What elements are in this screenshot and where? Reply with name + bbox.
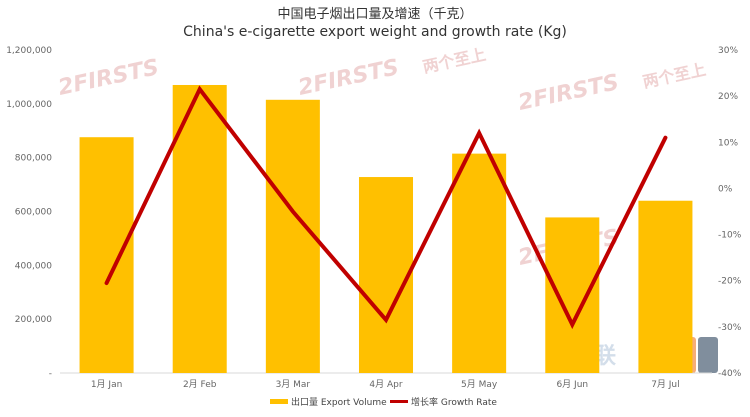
x-axis-tick-label: 5月 May (461, 379, 498, 390)
bar-export-volume (452, 153, 507, 373)
x-axis-tick-label: 7月 Jul (651, 379, 679, 390)
watermark-brand-2: 2FIRSTS (296, 55, 401, 101)
left-axis-tick-label: 600,000 (15, 208, 52, 218)
right-axis-tick-label: -30% (718, 323, 742, 333)
watermark-brand-cn-2: 两个至上 (421, 45, 488, 77)
corner-logo-block-2 (698, 337, 718, 373)
watermark-logo-2: 2FIRSTS 两个至上 (296, 45, 488, 101)
legend-swatch-growth-rate (390, 400, 408, 403)
x-axis-labels: 1月 Jan 2月 Feb 3月 Mar 4月 Apr 5月 May 6月 Jun 7月 J… (91, 379, 680, 390)
right-axis-tick-label: -40% (718, 369, 742, 379)
bar-export-volume (545, 217, 600, 373)
watermark-brand-3: 2FIRSTS (516, 70, 621, 116)
x-axis-tick-label: 1月 Jan (91, 379, 122, 390)
legend-swatch-export-volume (270, 399, 288, 404)
bar-series-export-volume (79, 84, 693, 373)
watermark-brand-1: 2FIRSTS (56, 55, 161, 101)
watermark-logo-1: 2FIRSTS (56, 55, 161, 101)
bar-export-volume (172, 84, 227, 373)
bar-export-volume (265, 99, 320, 373)
watermark-brand-cn-3: 两个至上 (641, 60, 708, 92)
x-axis-tick-label: 3月 Mar (276, 379, 311, 390)
left-y-axis: - 200,000 400,000 600,000 800,000 1,000,000 1,… (6, 46, 52, 379)
bar-export-volume (358, 177, 414, 373)
left-axis-tick-label: 1,000,000 (6, 100, 52, 110)
bar-export-volume (79, 137, 134, 373)
left-axis-tick-label: - (49, 369, 52, 379)
right-axis-tick-label: -20% (718, 277, 742, 287)
watermark-logo-3: 2FIRSTS 两个至上 (516, 60, 708, 116)
right-axis-tick-label: 30% (718, 46, 738, 56)
right-axis-tick-label: 20% (718, 92, 738, 102)
bar-export-volume (638, 200, 693, 373)
x-axis-tick-label: 6月 Jun (556, 379, 588, 390)
right-axis-tick-label: 0% (718, 184, 733, 194)
left-axis-tick-label: 1,200,000 (6, 46, 52, 56)
legend-label-growth-rate: 增长率 Growth Rate (411, 396, 497, 408)
left-axis-tick-label: 200,000 (15, 315, 52, 325)
chart-title: 中国电子烟出口量及增速（千克） (277, 7, 472, 22)
line-series-growth-rate (104, 85, 668, 330)
right-y-axis: -40% -30% -20% -10% 0% 10% 20% 30% (718, 46, 742, 379)
legend: 出口量 Export Volume 增长率 Growth Rate (270, 396, 497, 408)
right-axis-tick-label: 10% (718, 138, 738, 148)
left-axis-tick-label: 800,000 (15, 154, 52, 164)
legend-label-export-volume: 出口量 Export Volume (291, 396, 387, 408)
x-axis-tick-label: 4月 Apr (369, 379, 402, 390)
chart-subtitle: China's e-cigarette export weight and gr… (183, 24, 567, 40)
left-axis-tick-label: 400,000 (15, 261, 52, 271)
right-axis-tick-label: -10% (718, 231, 742, 241)
x-axis-tick-label: 2月 Feb (183, 379, 217, 390)
